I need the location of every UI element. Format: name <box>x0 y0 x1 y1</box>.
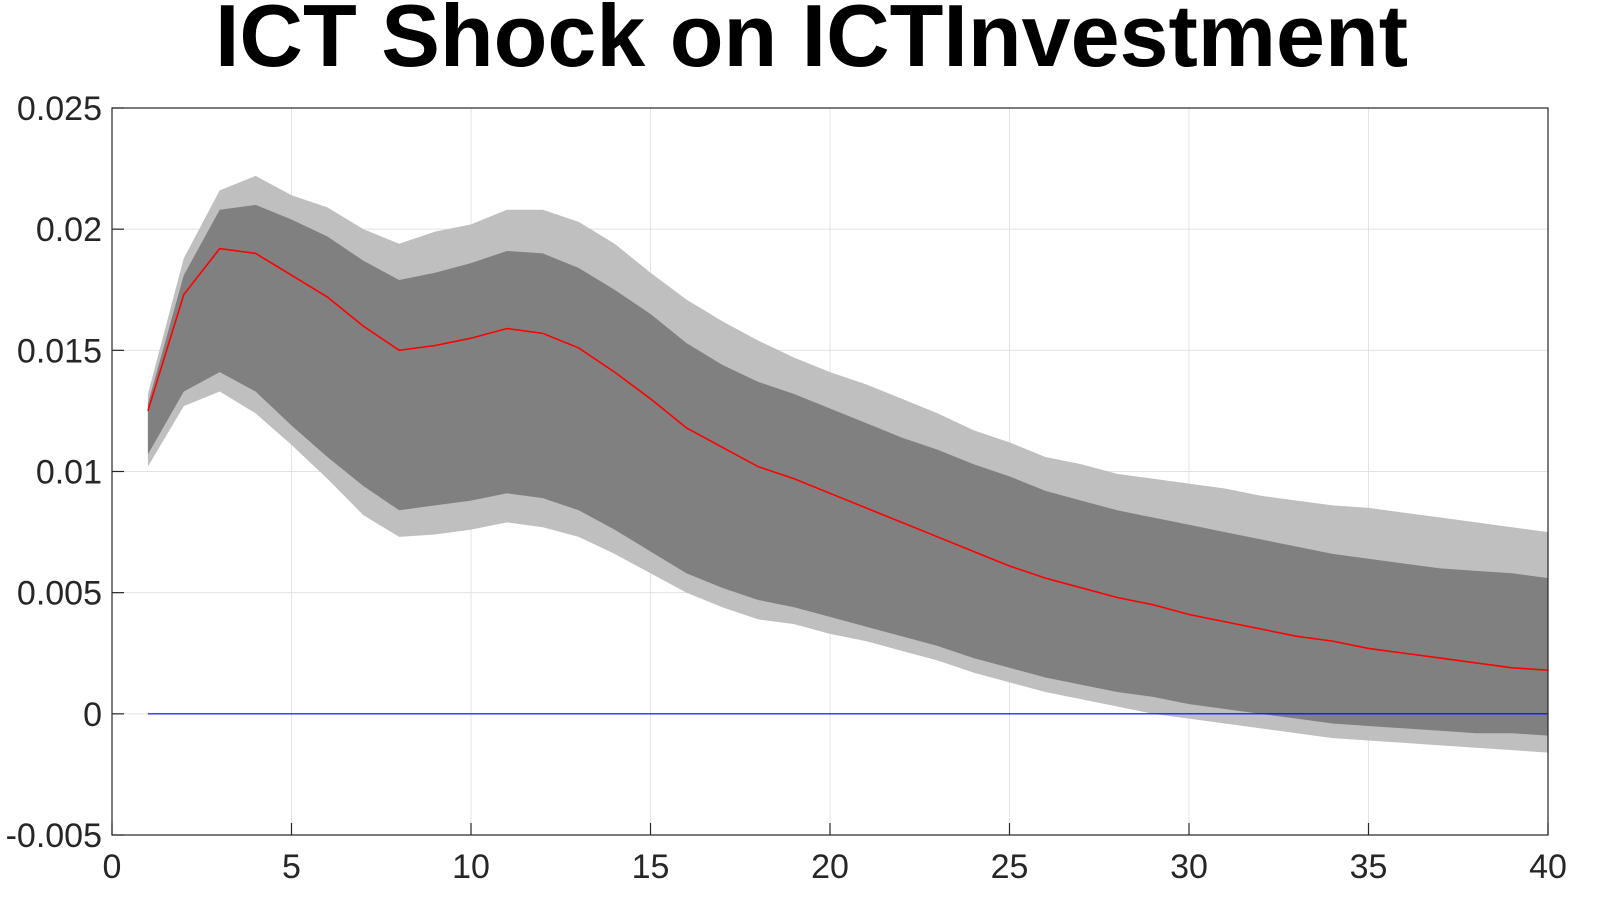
x-tick-label: 40 <box>1529 848 1567 886</box>
inner-band <box>147 204 1548 736</box>
x-tick-label: 35 <box>1350 848 1388 886</box>
y-tick-label: 0 <box>83 696 102 734</box>
series-lines <box>147 247 1549 715</box>
x-tick-label: 15 <box>632 848 670 886</box>
y-tick-label: 0.01 <box>36 454 102 492</box>
y-tick-label: 0.015 <box>17 332 102 370</box>
axes <box>111 107 1549 836</box>
x-tick-label: 20 <box>811 848 849 886</box>
y-tick-label: 0.005 <box>17 575 102 613</box>
x-tick-label: 5 <box>282 848 301 886</box>
confidence-bands <box>147 175 1548 753</box>
y-tick-label: 0.025 <box>17 90 102 128</box>
tick-labels: 0 5 10 15 20 25 30 35 40-0.00500.0050.010.0150.0… <box>6 90 1567 886</box>
y-tick-label: 0.02 <box>36 211 102 249</box>
x-tick-label: 25 <box>991 848 1029 886</box>
chart-title: ICT Shock on ICTInvestment <box>214 0 1409 85</box>
x-tick-label: 10 <box>452 848 490 886</box>
x-tick-label: 30 <box>1170 848 1208 886</box>
median-line <box>147 247 1549 672</box>
y-tick-label: -0.005 <box>6 817 102 855</box>
x-tick-label: 0 <box>103 848 122 886</box>
